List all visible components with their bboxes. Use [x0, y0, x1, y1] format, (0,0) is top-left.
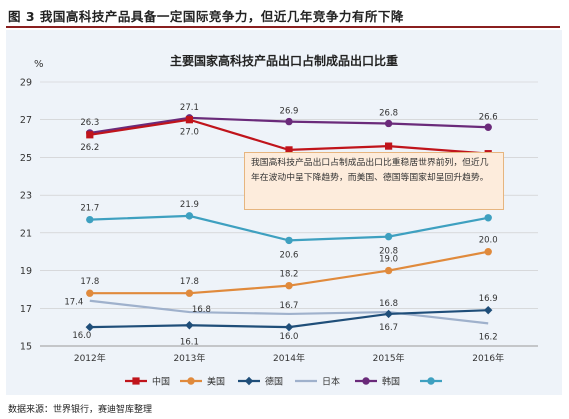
legend-item: 韩国	[355, 376, 400, 388]
y-tick-label: 17	[20, 304, 32, 315]
data-label: 26.9	[280, 107, 299, 117]
source-note: 数据来源：世界银行，赛迪智库整理	[8, 405, 153, 415]
x-tick-label: 2013年	[173, 352, 205, 364]
x-tick-label: 2014年	[273, 352, 305, 364]
y-tick-label: 15	[20, 342, 32, 353]
data-point	[86, 289, 94, 297]
data-point	[244, 376, 254, 386]
data-label: 16.8	[379, 299, 398, 309]
data-point	[85, 322, 94, 332]
data-point	[484, 214, 492, 222]
data-label: 16.0	[72, 331, 91, 341]
data-label: 26.8	[379, 108, 398, 118]
y-tick-label: 19	[20, 266, 32, 277]
data-point	[132, 377, 140, 385]
legend-item: 美国	[180, 376, 225, 388]
x-tick-label: 2012年	[74, 352, 106, 364]
data-point	[484, 305, 493, 315]
legend-item: 中国	[125, 376, 170, 388]
data-point	[385, 142, 393, 150]
data-label: 20.0	[479, 236, 498, 246]
y-tick-label: 21	[20, 228, 32, 239]
data-point	[185, 321, 194, 330]
data-label: 16.2	[479, 332, 498, 342]
data-point	[362, 377, 370, 385]
data-label: 26.3	[80, 118, 99, 128]
legend: 中国 美国 德国 日本 韩国	[125, 376, 442, 388]
y-tick-label: 25	[20, 153, 32, 164]
data-point	[285, 236, 293, 245]
data-labels: 26.227.025.425.625.226.327.126.926.826.6…	[64, 103, 497, 347]
data-point	[285, 117, 293, 126]
x-tick-label: 2016年	[472, 352, 504, 364]
data-point	[285, 146, 293, 154]
data-label: 19.0	[379, 255, 398, 265]
data-label: 17.8	[180, 277, 199, 287]
chart-panel	[6, 30, 562, 395]
x-axis-ticks: 2012年 2013年 2014年 2015年 2016年	[74, 352, 504, 364]
series-5	[86, 114, 492, 137]
data-label: 18.2	[280, 270, 299, 280]
y-axis-unit: %	[34, 59, 44, 70]
y-tick-label: 29	[20, 78, 32, 89]
data-label: 27.1	[180, 103, 199, 113]
data-label: 17.8	[80, 277, 99, 287]
y-tick-label: 23	[20, 191, 32, 202]
data-label: 16.9	[479, 294, 498, 304]
data-point	[427, 377, 435, 385]
data-point	[384, 232, 393, 241]
data-point	[384, 309, 393, 319]
data-point	[185, 212, 194, 220]
series-4	[89, 299, 489, 325]
legend-item: 德国	[238, 376, 283, 388]
data-point	[86, 215, 94, 224]
y-axis-ticks: 15 17 19 21 23 25 27 29	[20, 78, 32, 353]
series-group	[85, 114, 493, 332]
data-point	[86, 131, 94, 139]
series-2	[86, 248, 492, 297]
data-label: 16.8	[192, 305, 211, 315]
legend-label: 日本	[322, 376, 340, 388]
data-label: 16.1	[180, 337, 199, 347]
data-point	[284, 322, 294, 332]
data-point	[484, 123, 492, 131]
data-label: 21.9	[180, 200, 199, 210]
data-label: 26.6	[479, 112, 498, 122]
data-label: 26.2	[80, 143, 99, 153]
series-3	[85, 305, 493, 332]
data-point	[384, 266, 393, 275]
data-point	[185, 289, 194, 297]
data-label: 16.0	[280, 332, 299, 342]
data-point	[285, 281, 293, 290]
data-label: 27.0	[180, 128, 199, 138]
y-tick-label: 27	[20, 115, 32, 126]
legend-item: 日本	[295, 376, 340, 388]
figure-title: 图 3 我国高科技产品具备一定国际竞争力，但近几年竞争力有所下降	[8, 9, 404, 24]
data-label: 20.8	[379, 247, 398, 257]
legend-label: 德国	[265, 376, 283, 388]
data-label: 16.7	[379, 323, 398, 333]
series-line	[89, 299, 489, 325]
x-tick-label: 2015年	[373, 352, 405, 364]
data-label: 20.6	[280, 250, 299, 260]
data-label: 16.7	[280, 301, 299, 311]
data-label: 21.7	[80, 204, 99, 214]
legend-label: 韩国	[382, 376, 400, 388]
series-6	[86, 212, 492, 245]
title-rule	[6, 26, 560, 28]
data-point	[484, 248, 492, 256]
legend-label: 中国	[152, 376, 170, 388]
legend-label: 美国	[207, 376, 225, 388]
data-point	[185, 116, 193, 124]
data-point	[187, 377, 195, 385]
chart-title: 主要国家高科技产品出口占制成品出口比重	[170, 53, 398, 68]
data-label: 17.4	[64, 298, 83, 308]
annotation-box: 我国高科技产品出口占制成品出口比重稳居世界前列，但近几年在波动中呈下降趋势，而美…	[244, 152, 504, 210]
legend-item	[420, 377, 442, 385]
data-point	[384, 119, 393, 128]
